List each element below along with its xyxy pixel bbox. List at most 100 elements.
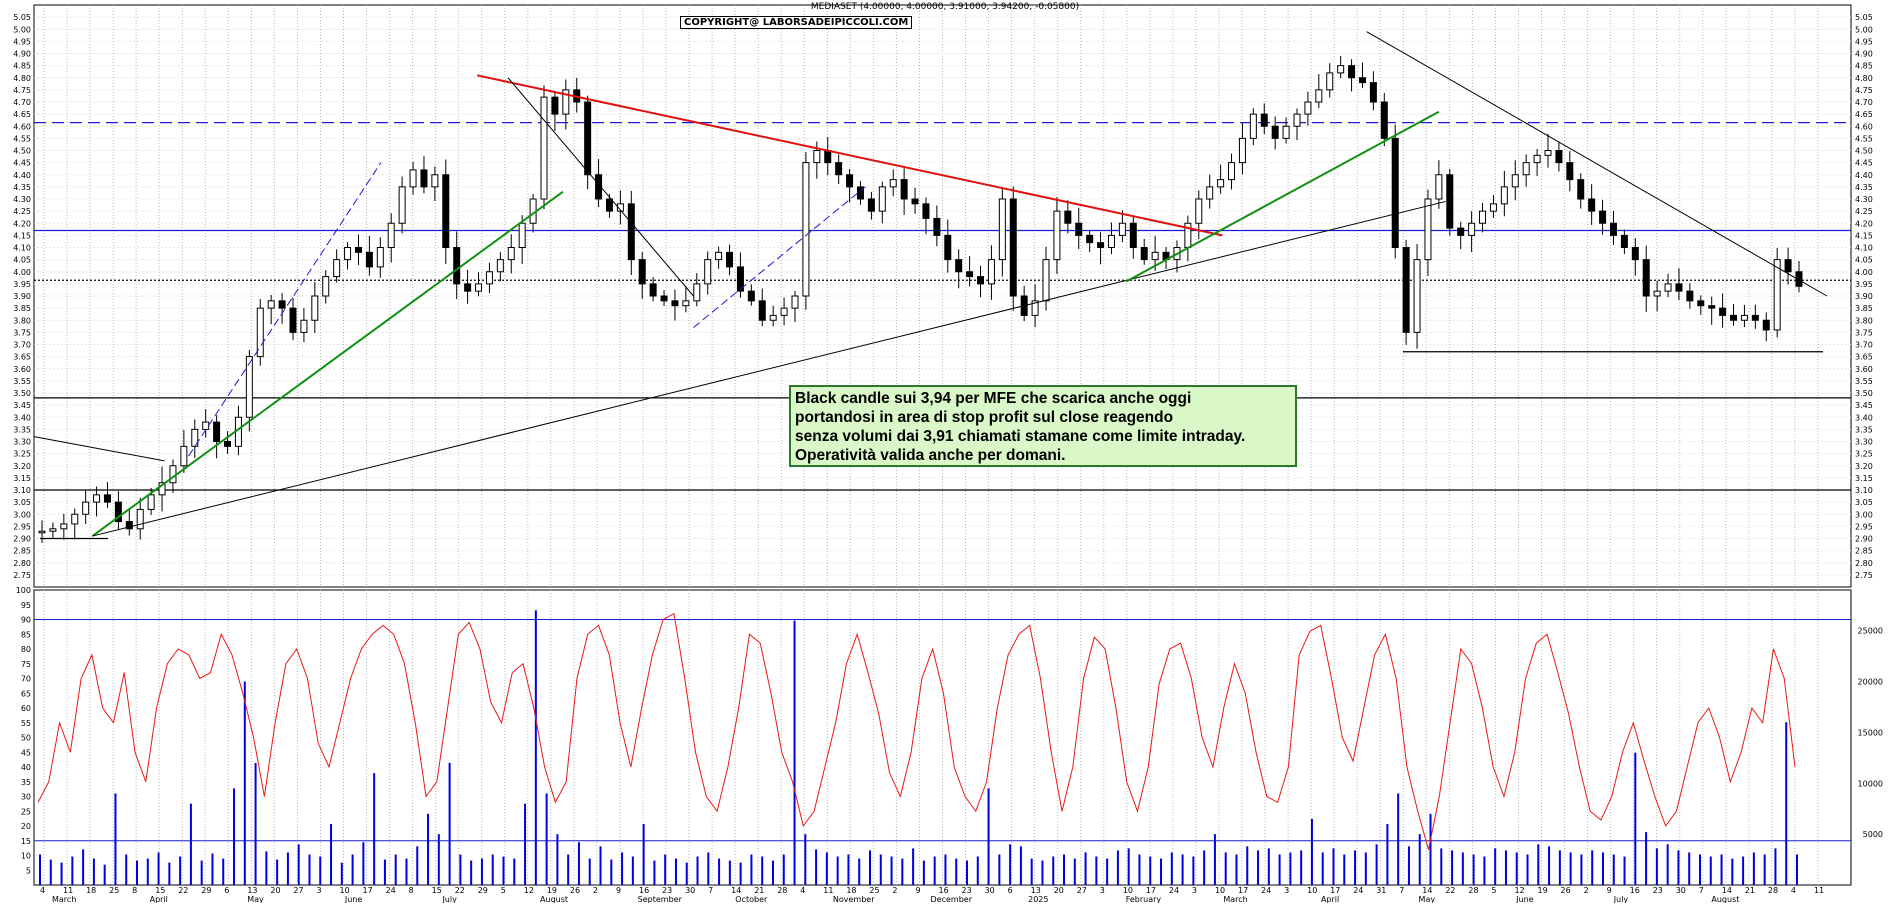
candle-body	[398, 186, 406, 224]
volume-bar	[1515, 852, 1518, 885]
y-tick-label-left: 3.10	[13, 486, 31, 495]
candle-body	[344, 247, 352, 261]
copyright-label: COPYRIGHT@ LABORSADEIPICCOLI.COM	[680, 16, 913, 29]
y-tick-label-left: 3.70	[13, 341, 31, 350]
candle-body	[824, 150, 832, 164]
candle-body	[1358, 77, 1366, 84]
volume-bar	[1030, 858, 1033, 885]
volume-bar	[1116, 850, 1119, 885]
candle-body	[453, 247, 461, 285]
volume-bar	[955, 858, 958, 885]
candle-body	[1631, 247, 1639, 261]
candle-body	[1588, 198, 1596, 212]
x-tick-label: 12	[1514, 886, 1524, 895]
candle-body	[1260, 113, 1268, 127]
x-tick-label: 28	[1468, 886, 1478, 895]
y-tick-label-right: 4.65	[1855, 110, 1873, 119]
volume-bar	[1731, 858, 1734, 885]
x-tick-label: 17	[1146, 886, 1156, 895]
y-tick-label-right: 4.85	[1855, 62, 1873, 71]
volume-bar	[556, 834, 559, 885]
x-month-label: November	[833, 895, 875, 903]
osc-y-tick-label: 70	[21, 675, 31, 684]
y-tick-label-right: 3.55	[1855, 377, 1873, 386]
candle-body	[38, 530, 46, 534]
y-tick-label-left: 3.30	[13, 438, 31, 447]
volume-bar	[1095, 856, 1098, 885]
comment-line-1: Black candle sui 3,94 per MFE che scaric…	[795, 390, 1192, 407]
y-tick-label-right: 3.95	[1855, 280, 1873, 289]
y-tick-label-right: 3.10	[1855, 486, 1873, 495]
candle-body	[1129, 222, 1137, 248]
y-tick-label-left: 5.05	[13, 13, 31, 22]
y-tick-label-left: 3.15	[13, 474, 31, 483]
candle-body	[1009, 198, 1017, 297]
x-tick-label: 9	[1607, 886, 1612, 895]
volume-bar	[696, 856, 699, 885]
x-tick-label: 5	[1491, 886, 1496, 895]
candle-body	[616, 203, 624, 212]
volume-bar	[761, 856, 764, 885]
y-tick-label-right: 2.75	[1855, 571, 1873, 580]
candle-body	[966, 271, 974, 278]
candle-body	[376, 247, 384, 268]
candle-body	[1675, 283, 1683, 292]
volume-bar	[405, 858, 408, 885]
x-tick-label: 11	[1814, 886, 1824, 895]
y-tick-label-left: 4.70	[13, 98, 31, 107]
candle-body	[114, 501, 122, 523]
candle-body	[387, 222, 395, 248]
vol-y-tick-label: 20000	[1858, 678, 1883, 687]
candle-body	[49, 528, 57, 532]
trendline	[476, 74, 1223, 237]
candle-body	[715, 251, 723, 261]
candle-body	[1402, 247, 1410, 333]
volume-bar	[1763, 854, 1766, 885]
x-tick-label: 14	[731, 886, 741, 895]
y-tick-label-right: 4.40	[1855, 171, 1873, 180]
x-tick-label: 6	[224, 886, 229, 895]
x-tick-label: 2	[593, 886, 598, 895]
volume-bar	[1300, 850, 1303, 885]
y-tick-label-right: 2.80	[1855, 559, 1873, 568]
candle-body	[136, 508, 144, 530]
volume-bar	[297, 844, 300, 885]
candle-body	[1075, 222, 1083, 236]
x-tick-label: 23	[662, 886, 672, 895]
candle-body	[1686, 290, 1694, 302]
x-tick-label: 4	[40, 886, 45, 895]
volume-bar	[1526, 854, 1529, 885]
candle-body	[867, 198, 875, 212]
y-tick-label-left: 3.55	[13, 377, 31, 386]
candle-body	[1555, 150, 1563, 164]
x-month-label: July	[441, 895, 457, 903]
y-tick-label-left: 3.00	[13, 510, 31, 519]
volume-bar	[480, 858, 483, 885]
x-tick-label: 3	[1100, 886, 1105, 895]
y-tick-label-right: 3.50	[1855, 389, 1873, 398]
volume-bar	[1278, 854, 1281, 885]
y-tick-label-left: 4.20	[13, 219, 31, 228]
candle-body	[245, 356, 253, 418]
y-tick-label-left: 3.60	[13, 365, 31, 374]
candle-body	[1751, 314, 1759, 321]
volume-bar	[674, 858, 677, 885]
volume-bar	[340, 862, 343, 885]
volume-bar	[39, 854, 41, 885]
volume-bar	[858, 858, 861, 885]
candle-body	[1413, 259, 1421, 333]
x-tick-label: 29	[201, 886, 211, 895]
volume-bar	[265, 851, 268, 885]
volume-bar	[200, 860, 203, 885]
volume-bar	[1203, 850, 1206, 885]
volume-bar	[1332, 848, 1335, 885]
x-tick-label: 16	[1630, 886, 1640, 895]
candle-body	[1042, 259, 1050, 302]
volume-bar	[136, 860, 139, 885]
candle-body	[60, 523, 68, 530]
volume-bar	[847, 854, 850, 885]
osc-y-tick-label: 55	[21, 719, 31, 728]
volume-bar	[351, 854, 354, 885]
